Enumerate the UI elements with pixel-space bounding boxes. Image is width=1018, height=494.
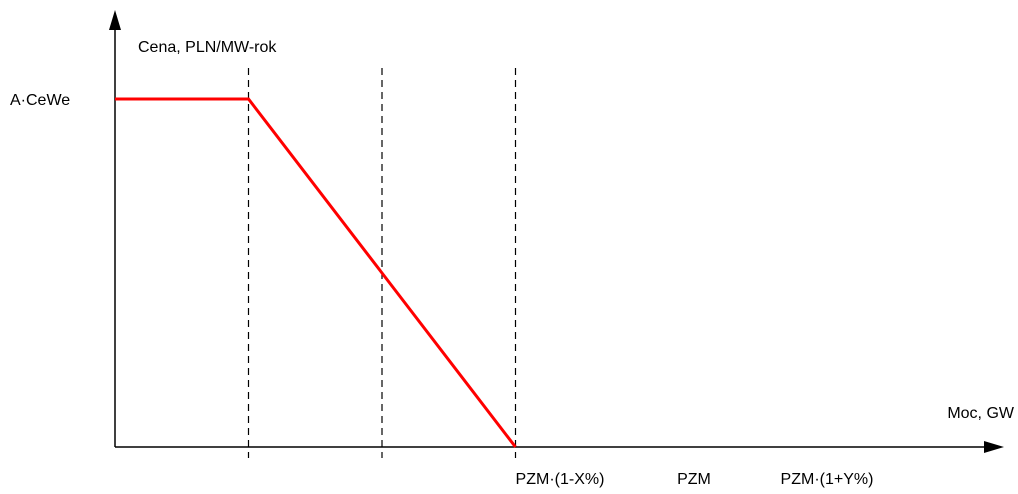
x-tick-label-2: PZM — [677, 471, 711, 488]
axes — [109, 10, 1004, 453]
series-layer — [115, 97, 517, 448]
y-tick-label: A·CeWe — [10, 92, 70, 109]
x-axis-label: Moc, GW — [947, 405, 1015, 422]
x-tick-label-3: PZM·(1+Y%) — [781, 471, 874, 488]
x-axis-arrowhead — [984, 441, 1004, 453]
y-axis-arrowhead — [109, 10, 121, 30]
y-axis-label: Cena, PLN/MW-rok — [138, 39, 277, 56]
labels-layer: Cena, PLN/MW-rok Moc, GW A·CeWe PZM·(1-X… — [10, 39, 1015, 488]
x-tick-label-1: PZM·(1-X%) — [516, 471, 605, 488]
reference-lines — [247, 68, 517, 458]
series-line-1 — [115, 97, 517, 448]
